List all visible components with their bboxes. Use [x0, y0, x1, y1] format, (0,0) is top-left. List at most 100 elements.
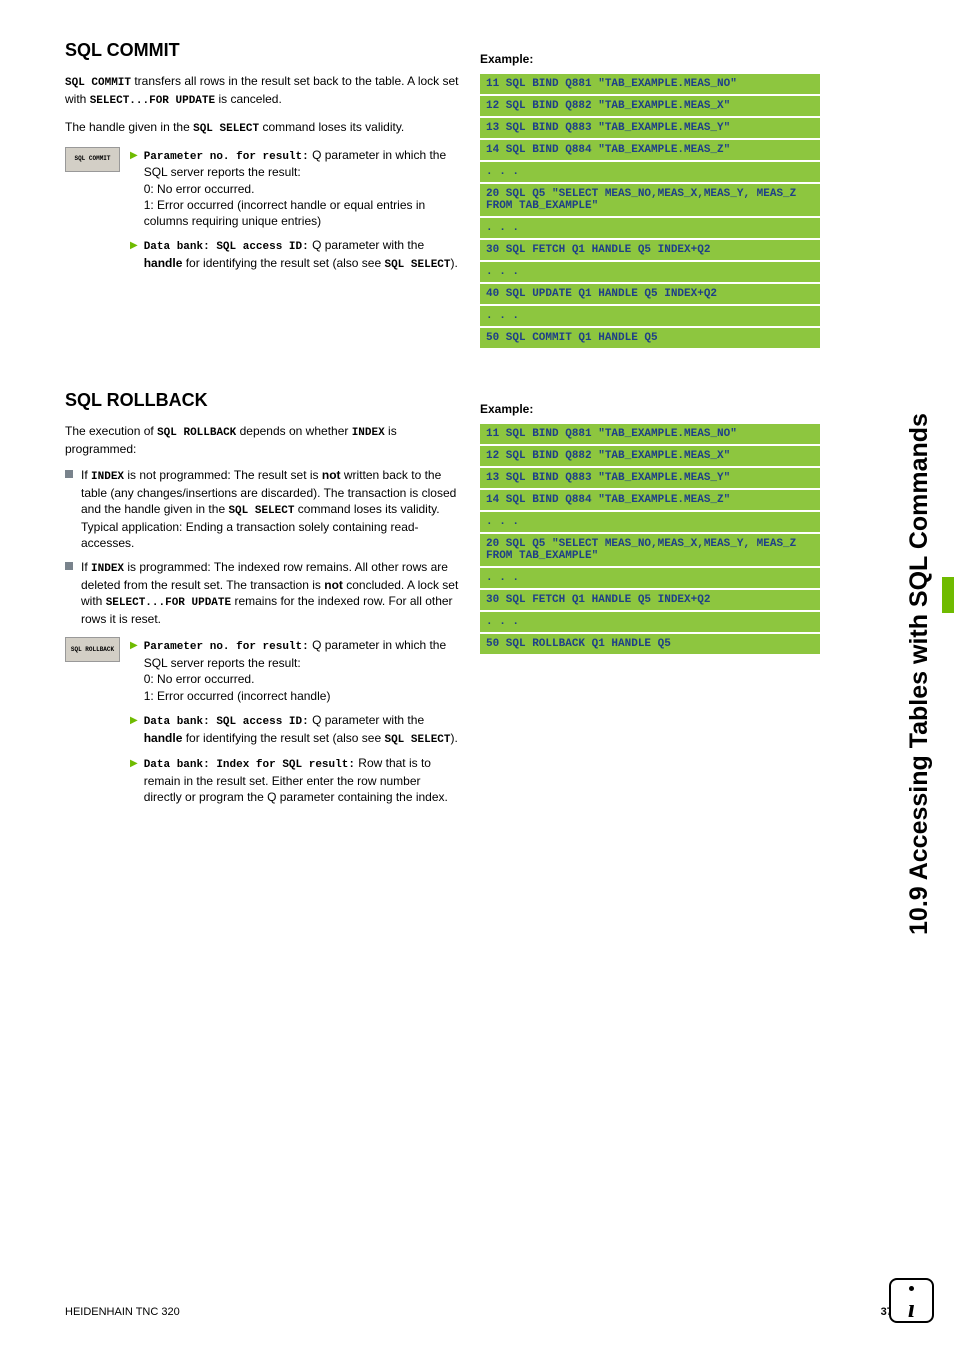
rb1-b: INDEX	[91, 471, 124, 483]
code-line: . . .	[480, 262, 820, 282]
side-title: 10.9 Accessing Tables with SQL Commands	[905, 413, 934, 935]
commit-param2-content: Data bank: SQL access ID: Q parameter wi…	[144, 237, 460, 273]
commit-param2-label: Data bank: SQL access ID:	[144, 241, 309, 253]
commit-p1: SQL COMMIT transfers all rows in the res…	[65, 73, 460, 109]
rollback-param-list: ▶ Parameter no. for result: Q parameter …	[130, 637, 460, 813]
rollback-param1-content: Parameter no. for result: Q parameter in…	[144, 637, 460, 703]
rollback-param3-label: Data bank: Index for SQL result:	[144, 759, 355, 771]
code-line: . . .	[480, 218, 820, 238]
rb1-c: is not programmed: The result set is	[124, 468, 322, 482]
commit-param-row: SQL COMMIT ▶ Parameter no. for result: Q…	[65, 147, 460, 281]
sql-commit-section: SQL COMMIT SQL COMMIT transfers all rows…	[65, 40, 899, 350]
rollback-p1: The execution of SQL ROLLBACK depends on…	[65, 423, 460, 457]
code-line: 50 SQL ROLLBACK Q1 HANDLE Q5	[480, 634, 820, 654]
rollback-bullet1-content: If INDEX is not programmed: The result s…	[81, 467, 460, 551]
commit-param1-line2: 1: Error occurred (incorrect handle or e…	[144, 198, 425, 228]
page-container: 10.9 Accessing Tables with SQL Commands …	[0, 0, 954, 1348]
code-line: 30 SQL FETCH Q1 HANDLE Q5 INDEX+Q2	[480, 590, 820, 610]
bullet-icon	[65, 470, 73, 478]
commit-p1-t2: is canceled.	[215, 92, 282, 106]
commit-example-label: Example:	[480, 52, 820, 66]
code-line: 30 SQL FETCH Q1 HANDLE Q5 INDEX+Q2	[480, 240, 820, 260]
sql-rollback-section: SQL ROLLBACK The execution of SQL ROLLBA…	[65, 390, 899, 824]
rollback-param2-content: Data bank: SQL access ID: Q parameter wi…	[144, 712, 460, 748]
rollback-bullet2: If INDEX is programmed: The indexed row …	[65, 559, 460, 627]
rollback-param2-td: SQL SELECT	[384, 734, 450, 746]
rollback-bullet1: If INDEX is not programmed: The result s…	[65, 467, 460, 551]
rollback-bullet2-content: If INDEX is programmed: The indexed row …	[81, 559, 460, 627]
code-line: . . .	[480, 306, 820, 326]
code-line: 14 SQL BIND Q884 "TAB_EXAMPLE.MEAS_Z"	[480, 140, 820, 160]
rb1-f: SQL SELECT	[228, 505, 294, 517]
rollback-param3: ▶ Data bank: Index for SQL result: Row t…	[130, 755, 460, 805]
rollback-param1-label: Parameter no. for result:	[144, 641, 309, 653]
arrow-icon: ▶	[130, 149, 138, 230]
rollback-param1-line2: 1: Error occurred (incorrect handle)	[144, 689, 331, 703]
rollback-param3-content: Data bank: Index for SQL result: Row tha…	[144, 755, 460, 805]
commit-p2-mono: SQL SELECT	[193, 123, 259, 135]
rollback-p1-b: SQL ROLLBACK	[157, 427, 236, 439]
rollback-param2-label: Data bank: SQL access ID:	[144, 716, 309, 728]
rollback-param2-tb: handle	[144, 731, 183, 745]
rollback-param2-tc: for identifying the result set (also see	[182, 731, 384, 745]
commit-param1-label: Parameter no. for result:	[144, 151, 309, 163]
code-line: . . .	[480, 162, 820, 182]
commit-p1-mono2: SELECT...FOR UPDATE	[90, 95, 215, 107]
rollback-example-label: Example:	[480, 402, 820, 416]
code-line: 11 SQL BIND Q881 "TAB_EXAMPLE.MEAS_NO"	[480, 424, 820, 444]
commit-p2-t2: command loses its validity.	[259, 120, 404, 134]
side-accent	[942, 577, 954, 613]
code-line: 12 SQL BIND Q882 "TAB_EXAMPLE.MEAS_X"	[480, 446, 820, 466]
rollback-p1-a: The execution of	[65, 424, 157, 438]
code-line: 20 SQL Q5 "SELECT MEAS_NO,MEAS_X,MEAS_Y,…	[480, 184, 820, 216]
rb1-d: not	[322, 468, 341, 482]
sql-rollback-button[interactable]: SQL ROLLBACK	[65, 637, 120, 662]
bullet-icon	[65, 562, 73, 570]
rollback-param2-ta: Q parameter with the	[309, 713, 424, 727]
commit-param1-content: Parameter no. for result: Q parameter in…	[144, 147, 460, 230]
commit-left: SQL COMMIT SQL COMMIT transfers all rows…	[65, 40, 460, 350]
commit-p2-t1: The handle given in the	[65, 120, 193, 134]
rollback-bullets: If INDEX is not programmed: The result s…	[65, 467, 460, 627]
rb2-f: SELECT...FOR UPDATE	[106, 597, 231, 609]
rb2-d: not	[324, 578, 343, 592]
rollback-param-row: SQL ROLLBACK ▶ Parameter no. for result:…	[65, 637, 460, 813]
code-line: 14 SQL BIND Q884 "TAB_EXAMPLE.MEAS_Z"	[480, 490, 820, 510]
commit-heading: SQL COMMIT	[65, 40, 460, 61]
code-line: 40 SQL UPDATE Q1 HANDLE Q5 INDEX+Q2	[480, 284, 820, 304]
code-line: . . .	[480, 612, 820, 632]
code-line: 20 SQL Q5 "SELECT MEAS_NO,MEAS_X,MEAS_Y,…	[480, 534, 820, 566]
sql-commit-button[interactable]: SQL COMMIT	[65, 147, 120, 172]
commit-right: Example: 11 SQL BIND Q881 "TAB_EXAMPLE.M…	[480, 40, 820, 350]
commit-p2: The handle given in the SQL SELECT comma…	[65, 119, 460, 137]
commit-param1: ▶ Parameter no. for result: Q parameter …	[130, 147, 460, 230]
rollback-param1: ▶ Parameter no. for result: Q parameter …	[130, 637, 460, 703]
footer-left: HEIDENHAIN TNC 320	[65, 1306, 180, 1318]
arrow-icon: ▶	[130, 639, 138, 703]
rb2-a: If	[81, 560, 91, 574]
arrow-icon: ▶	[130, 714, 138, 748]
commit-param2-tb: handle	[144, 256, 183, 270]
info-icon: ı	[889, 1278, 934, 1323]
rollback-p1-c: depends on whether	[236, 424, 351, 438]
arrow-icon: ▶	[130, 239, 138, 273]
code-line: 13 SQL BIND Q883 "TAB_EXAMPLE.MEAS_Y"	[480, 118, 820, 138]
commit-p1-mono1: SQL COMMIT	[65, 77, 131, 89]
arrow-icon: ▶	[130, 757, 138, 805]
rollback-code-block: 11 SQL BIND Q881 "TAB_EXAMPLE.MEAS_NO" 1…	[480, 424, 820, 654]
code-line: 13 SQL BIND Q883 "TAB_EXAMPLE.MEAS_Y"	[480, 468, 820, 488]
rollback-left: SQL ROLLBACK The execution of SQL ROLLBA…	[65, 390, 460, 824]
rollback-param2-te: ).	[451, 731, 458, 745]
code-line: 12 SQL BIND Q882 "TAB_EXAMPLE.MEAS_X"	[480, 96, 820, 116]
commit-param2-tc: for identifying the result set (also see	[182, 256, 384, 270]
rb1-a: If	[81, 468, 91, 482]
rb2-b: INDEX	[91, 563, 124, 575]
commit-param2-td: SQL SELECT	[384, 259, 450, 271]
page-footer: HEIDENHAIN TNC 320 375	[65, 1306, 899, 1318]
commit-param1-line1: 0: No error occurred.	[144, 182, 255, 196]
rollback-param1-line1: 0: No error occurred.	[144, 672, 255, 686]
rollback-p1-d: INDEX	[352, 427, 385, 439]
rollback-param2: ▶ Data bank: SQL access ID: Q parameter …	[130, 712, 460, 748]
commit-param2: ▶ Data bank: SQL access ID: Q parameter …	[130, 237, 460, 273]
commit-code-block: 11 SQL BIND Q881 "TAB_EXAMPLE.MEAS_NO" 1…	[480, 74, 820, 348]
